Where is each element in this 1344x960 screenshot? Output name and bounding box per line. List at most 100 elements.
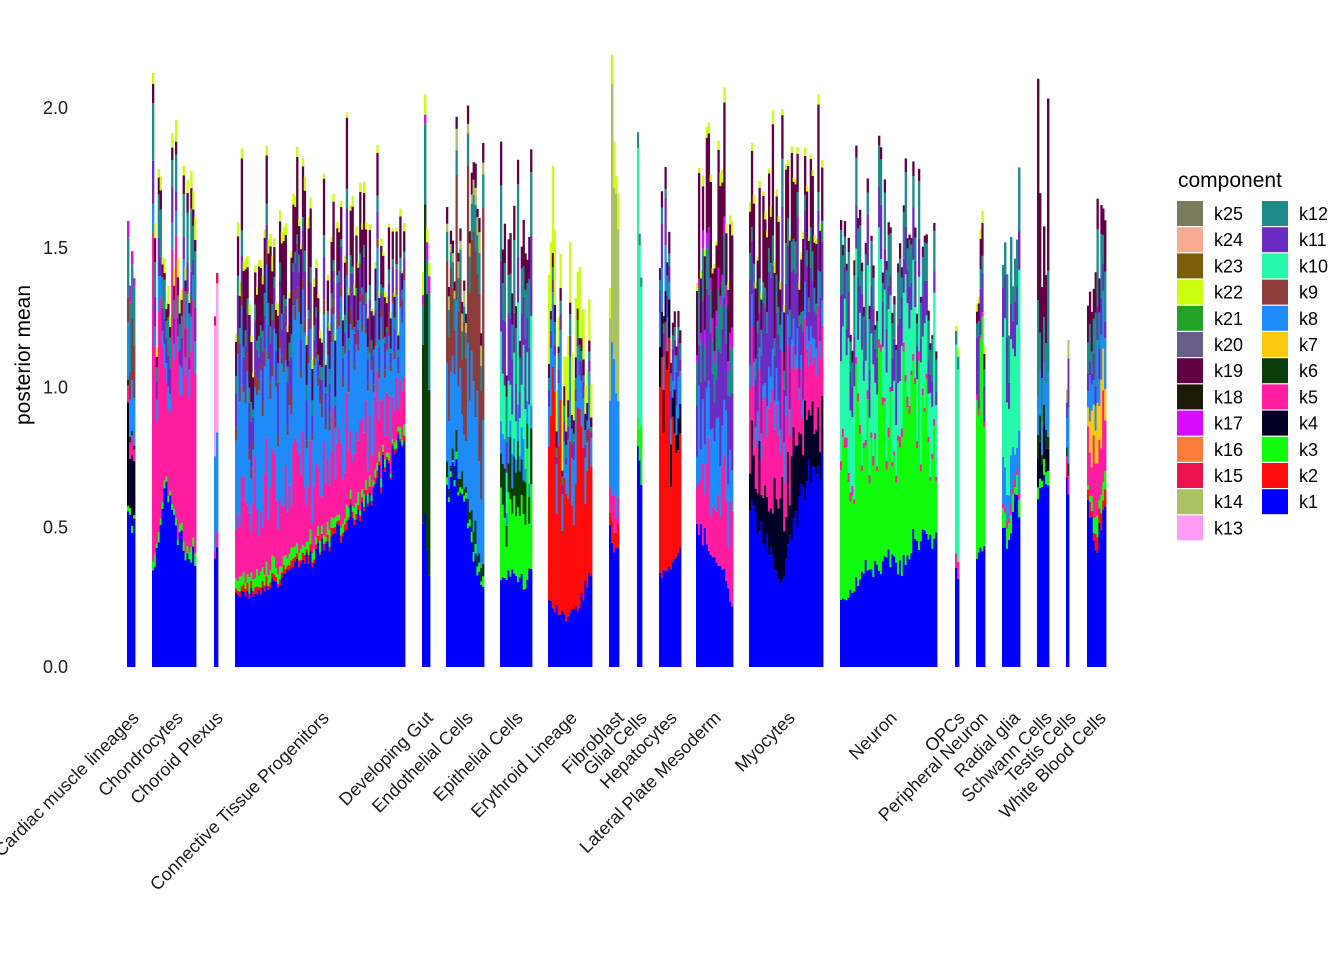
bar-segment-k1 bbox=[935, 532, 938, 667]
bar-segment-k1 bbox=[522, 589, 525, 667]
bar-segment-k8 bbox=[159, 275, 162, 298]
bar-segment-k8 bbox=[723, 399, 726, 456]
bar-segment-k3 bbox=[278, 566, 282, 580]
bar-segment-k5 bbox=[900, 428, 904, 437]
bar-segment-k5 bbox=[773, 429, 776, 479]
bar-segment-k2 bbox=[362, 506, 366, 511]
bar-segment-k22 bbox=[788, 236, 792, 241]
bar-segment-k8 bbox=[731, 470, 734, 511]
bar-segment-k1 bbox=[729, 601, 732, 667]
bar-segment-k10 bbox=[925, 315, 928, 374]
bar-segment-k3 bbox=[511, 513, 514, 570]
bar-segment-k8 bbox=[131, 380, 134, 431]
bar-segment-k3 bbox=[874, 439, 877, 561]
bar-segment-k1 bbox=[238, 596, 242, 667]
bar-segment-k19 bbox=[351, 206, 354, 267]
bar-segment-k1 bbox=[256, 594, 259, 667]
bar-segment-k1 bbox=[399, 441, 402, 667]
bar-segment-k1 bbox=[750, 500, 754, 667]
legend-label-k19: k19 bbox=[1214, 361, 1243, 381]
bar-segment-k12 bbox=[246, 298, 249, 315]
bar-segment-k5 bbox=[288, 485, 291, 554]
bar-segment-k11 bbox=[804, 211, 807, 283]
bar-segment-k1 bbox=[983, 546, 986, 667]
bar-segment-k19 bbox=[840, 220, 843, 231]
bar-segment-k1 bbox=[849, 589, 852, 667]
bar-segment-k19 bbox=[1096, 198, 1099, 230]
bar-segment-k11 bbox=[188, 356, 191, 370]
bar-segment-k22 bbox=[319, 330, 322, 339]
bar-segment-k4 bbox=[781, 476, 784, 580]
bar-segment-k17 bbox=[721, 274, 724, 283]
bar-segment-k12 bbox=[804, 195, 807, 212]
bar-segment-k5 bbox=[163, 366, 166, 481]
bar-segment-k11 bbox=[557, 369, 560, 384]
bar-segment-k5 bbox=[378, 419, 381, 452]
bar-segment-k3 bbox=[516, 507, 520, 583]
bar-segment-k4 bbox=[821, 395, 824, 452]
bar-segment-k19 bbox=[259, 267, 263, 326]
bar-segment-k19 bbox=[711, 273, 714, 319]
bar-segment-k2 bbox=[357, 504, 360, 510]
bar-segment-k19 bbox=[567, 400, 570, 418]
bar-segment-k11 bbox=[288, 361, 291, 389]
bar-segment-k10 bbox=[840, 361, 843, 462]
bar-segment-k22 bbox=[422, 271, 425, 296]
bar-segment-k8 bbox=[256, 395, 259, 510]
bar-segment-k11 bbox=[261, 351, 265, 402]
bar-segment-k8 bbox=[570, 458, 574, 506]
bar-segment-k8 bbox=[670, 418, 673, 445]
bar-segment-k11 bbox=[528, 347, 531, 405]
bar-segment-k1 bbox=[273, 580, 276, 667]
bar-segment-k12 bbox=[586, 420, 589, 430]
bar-segment-k9 bbox=[322, 299, 326, 315]
bar-segment-k1 bbox=[756, 533, 759, 667]
bar-segment-k3 bbox=[382, 445, 385, 452]
bar-segment-k19 bbox=[472, 162, 475, 180]
bar-segment-k8 bbox=[792, 318, 795, 346]
bar-segment-k19 bbox=[569, 302, 572, 315]
bar-segment-k12 bbox=[719, 305, 722, 353]
bar-segment-k12 bbox=[841, 255, 845, 295]
bar-segment-k12 bbox=[754, 358, 757, 380]
bar-segment-k19 bbox=[1047, 98, 1050, 271]
bar-segment-k12 bbox=[320, 366, 324, 380]
bar-segment-k3 bbox=[161, 502, 164, 509]
bar-segment-k2 bbox=[238, 591, 242, 597]
bar-segment-k11 bbox=[401, 299, 404, 319]
bar-segment-k1 bbox=[169, 495, 172, 667]
bar-segment-k11 bbox=[666, 295, 669, 318]
bar-segment-k17 bbox=[133, 278, 136, 287]
bar-segment-k19 bbox=[553, 304, 557, 323]
bar-segment-k5 bbox=[955, 553, 958, 568]
bar-segment-k11 bbox=[723, 297, 726, 400]
bar-segment-k8 bbox=[345, 275, 349, 393]
bar-segment-k9 bbox=[240, 292, 244, 306]
bar-segment-k19 bbox=[511, 293, 514, 325]
bar-segment-k12 bbox=[382, 287, 385, 297]
bar-segment-k1 bbox=[1047, 485, 1050, 667]
bar-segment-k11 bbox=[180, 337, 184, 368]
bar-segment-k5 bbox=[1088, 452, 1092, 496]
bar-segment-k19 bbox=[931, 335, 934, 339]
bar-segment-k5 bbox=[129, 442, 132, 459]
bar-segment-k12 bbox=[703, 344, 707, 381]
bar-segment-k1 bbox=[870, 569, 873, 667]
bar-segment-k9 bbox=[376, 239, 379, 248]
bar-segment-k3 bbox=[296, 542, 299, 554]
bar-segment-k1 bbox=[422, 523, 425, 667]
bar-segment-k4 bbox=[796, 445, 799, 528]
bar-segment-k19 bbox=[914, 227, 917, 238]
bar-segment-k5 bbox=[368, 415, 372, 476]
bar-segment-k1 bbox=[609, 524, 612, 667]
bar-segment-k3 bbox=[129, 508, 132, 515]
bar-segment-k5 bbox=[1016, 469, 1019, 475]
bar-segment-k12 bbox=[590, 427, 593, 433]
bar-segment-k3 bbox=[256, 568, 259, 587]
bar-segment-k1 bbox=[798, 496, 801, 667]
bar-segment-k19 bbox=[673, 311, 676, 328]
bar-segment-k4 bbox=[666, 351, 669, 370]
bar-segment-k2 bbox=[1096, 537, 1099, 553]
bar-segment-k11 bbox=[819, 297, 822, 342]
bar-segment-k9 bbox=[372, 384, 375, 393]
